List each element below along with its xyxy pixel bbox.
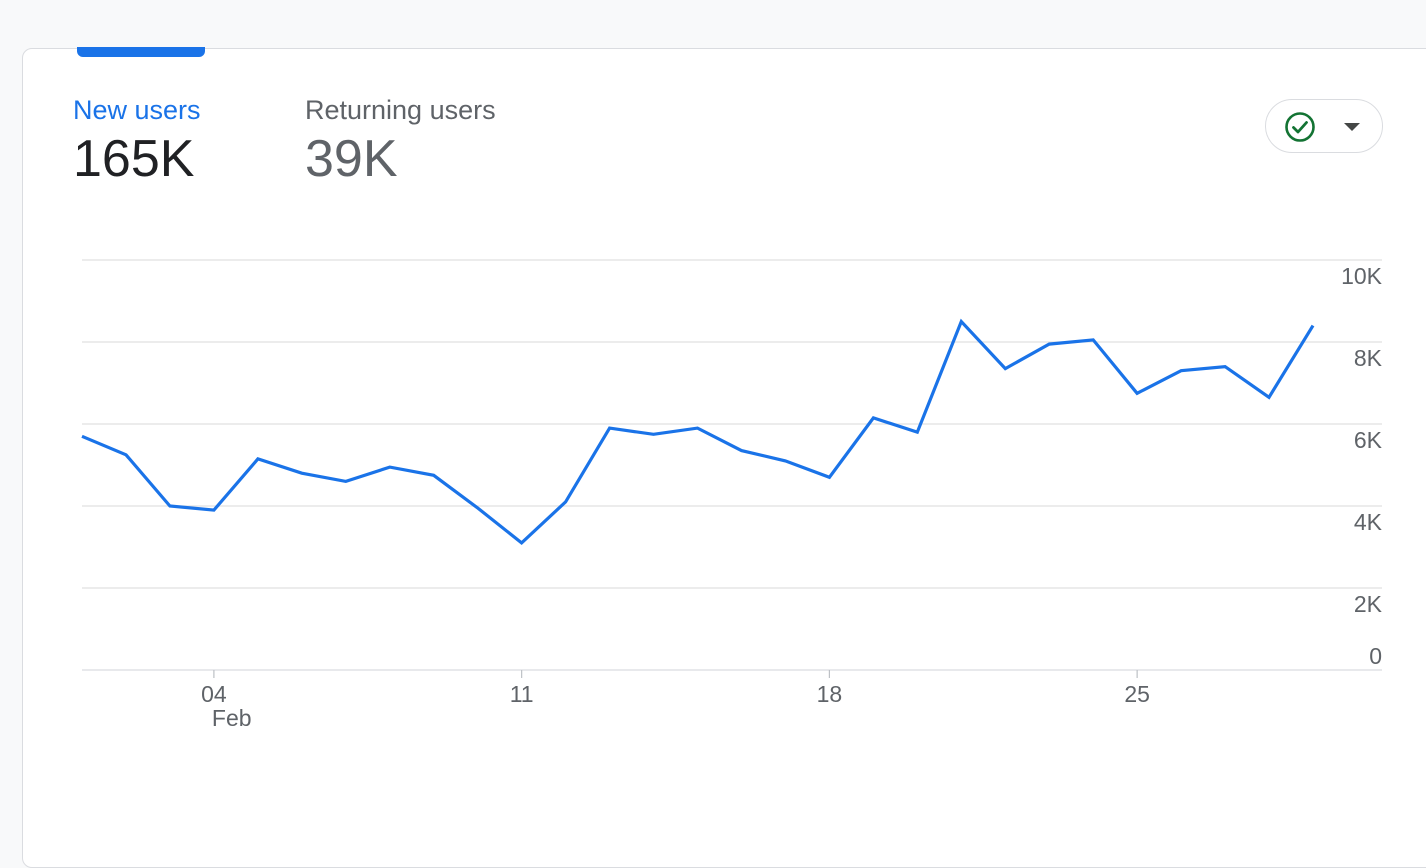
metric-label-returning-users: Returning users <box>305 95 496 125</box>
y-tick-label: 6K <box>1354 427 1383 453</box>
active-tab-indicator <box>77 47 205 57</box>
check-circle-icon <box>1285 112 1315 142</box>
x-tick-label: 11 <box>510 681 534 707</box>
metric-label-new-users: New users <box>73 95 201 125</box>
metric-value-new-users: 165K <box>73 130 195 188</box>
y-tick-label: 4K <box>1354 509 1383 535</box>
y-axis-labels: 10K 8K 6K 4K 2K 0 <box>1341 263 1383 669</box>
y-tick-label: 0 <box>1369 643 1382 669</box>
x-tick-label: 18 <box>817 681 843 707</box>
x-tick-label: 25 <box>1124 681 1150 707</box>
x-tick-sublabel: Feb <box>212 705 252 731</box>
metric-value-returning-users: 39K <box>305 130 398 188</box>
metric-tab-new-users[interactable]: New users 165K <box>73 95 201 189</box>
metric-tab-returning-users[interactable]: Returning users 39K <box>305 95 496 189</box>
series-lines <box>81 318 1315 546</box>
caret-down-icon <box>1344 123 1360 131</box>
chart-grid <box>82 259 1382 671</box>
x-tick-label: 04 <box>201 681 227 707</box>
y-tick-label: 2K <box>1354 591 1383 617</box>
x-axis-ticks <box>213 670 1138 678</box>
compare-dropdown-button[interactable] <box>1265 99 1383 153</box>
new-vs-returning-users-card: New users 165K Returning users 39K <box>22 47 1426 868</box>
y-tick-label: 10K <box>1341 263 1383 289</box>
series-line-0 <box>81 318 1315 546</box>
y-tick-label: 8K <box>1354 345 1383 371</box>
